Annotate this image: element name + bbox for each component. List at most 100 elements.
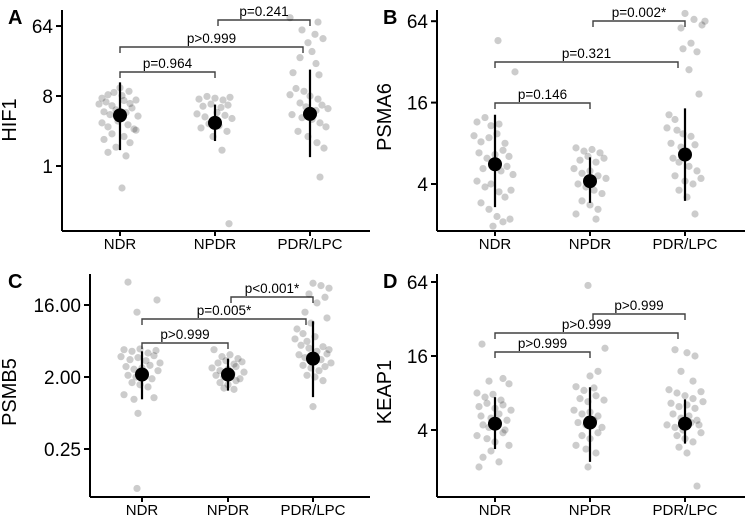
y-tick-label: 64 — [32, 17, 54, 38]
jitter-point — [228, 114, 236, 123]
jitter-point — [133, 484, 141, 493]
jitter-point — [483, 399, 491, 407]
p-value-label: p>0.999 — [518, 336, 567, 351]
jitter-point — [697, 388, 705, 396]
jitter-point — [317, 282, 325, 290]
jitter-point — [197, 124, 205, 132]
p-value-label: p=0.146 — [518, 87, 567, 102]
jitter-point — [673, 126, 681, 134]
comparison-bracket — [230, 296, 314, 303]
comparison-bracket — [494, 61, 679, 68]
jitter-point — [506, 215, 514, 223]
jitter-point — [673, 432, 681, 440]
jitter-point — [130, 395, 138, 403]
jitter-point — [693, 167, 701, 175]
jitter-point — [681, 9, 689, 18]
jitter-point — [117, 353, 125, 361]
jitter-point — [481, 113, 489, 122]
panel-letter: C — [8, 271, 22, 293]
x-category-label: NPDR — [194, 236, 237, 253]
jitter-point — [689, 438, 697, 446]
jitter-point — [475, 149, 483, 157]
mean-point — [221, 367, 235, 382]
jitter-point — [473, 432, 481, 440]
jitter-point — [217, 103, 225, 112]
jitter-point — [128, 347, 136, 355]
jitter-point — [321, 293, 329, 301]
jitter-point — [104, 91, 112, 99]
jitter-point — [195, 95, 203, 103]
jitter-point — [695, 90, 703, 98]
jitter-point — [578, 169, 586, 177]
jitter-point — [601, 344, 609, 352]
jitter-point — [210, 346, 218, 354]
jitter-point — [586, 372, 594, 380]
jitter-point — [312, 59, 320, 68]
jitter-point — [299, 361, 307, 369]
y-tick-label: 16.00 — [33, 296, 81, 317]
jitter-point — [106, 111, 114, 119]
x-category-label: PDR/LPC — [652, 236, 717, 253]
jitter-point — [691, 210, 699, 218]
x-category-label: NPDR — [207, 502, 250, 519]
jitter-point — [286, 91, 294, 99]
jitter-point — [309, 403, 317, 411]
mean-point — [583, 174, 597, 189]
jitter-point — [489, 390, 497, 398]
jitter-point — [225, 220, 233, 228]
comparison-bracket — [494, 332, 679, 339]
jitter-point — [126, 99, 134, 108]
jitter-point — [691, 404, 699, 412]
jitter-point — [592, 449, 600, 457]
jitter-point — [479, 421, 487, 429]
jitter-point — [110, 88, 118, 97]
jitter-point — [675, 443, 683, 451]
gene-axis-label: PSMA6 — [374, 83, 396, 151]
jitter-point — [501, 426, 509, 434]
jitter-point — [479, 164, 487, 173]
jitter-point — [207, 100, 215, 108]
jitter-point — [321, 363, 329, 371]
jitter-point — [315, 71, 323, 79]
gene-axis-label: HIF1 — [0, 98, 21, 141]
gene-axis-label: KEAP1 — [374, 360, 396, 424]
mean-point — [678, 416, 692, 431]
jitter-point — [134, 354, 142, 362]
jitter-point — [572, 144, 580, 152]
jitter-point — [594, 172, 602, 180]
jitter-point — [293, 325, 301, 333]
jitter-point — [132, 126, 140, 134]
jitter-point — [296, 99, 304, 107]
jitter-point — [286, 14, 294, 22]
jitter-point — [671, 115, 679, 124]
jitter-point — [497, 396, 505, 404]
jitter-point — [499, 401, 507, 409]
jitter-point — [199, 102, 207, 110]
x-category-label: NPDR — [569, 236, 612, 253]
jitter-point — [234, 355, 242, 363]
jitter-point — [301, 308, 309, 316]
y-tick-label: 64 — [407, 12, 429, 33]
jitter-point — [487, 122, 495, 130]
jitter-point — [299, 330, 307, 338]
jitter-point — [130, 125, 138, 133]
x-category-label: PDR/LPC — [280, 502, 345, 519]
jitter-point — [483, 154, 491, 162]
jitter-point — [689, 180, 697, 188]
jitter-point — [689, 377, 697, 385]
jitter-point — [303, 371, 311, 379]
jitter-point — [124, 371, 132, 379]
y-tick-label: 0.25 — [44, 440, 81, 461]
jitter-point — [673, 389, 681, 397]
jitter-point — [572, 383, 580, 391]
jitter-point — [675, 186, 683, 194]
p-value-label: p>0.999 — [160, 327, 209, 342]
jitter-point — [203, 92, 211, 101]
jitter-point — [475, 463, 483, 471]
jitter-point — [570, 164, 578, 173]
jitter-point — [499, 218, 507, 226]
jitter-point — [100, 135, 108, 144]
jitter-point — [677, 367, 685, 375]
